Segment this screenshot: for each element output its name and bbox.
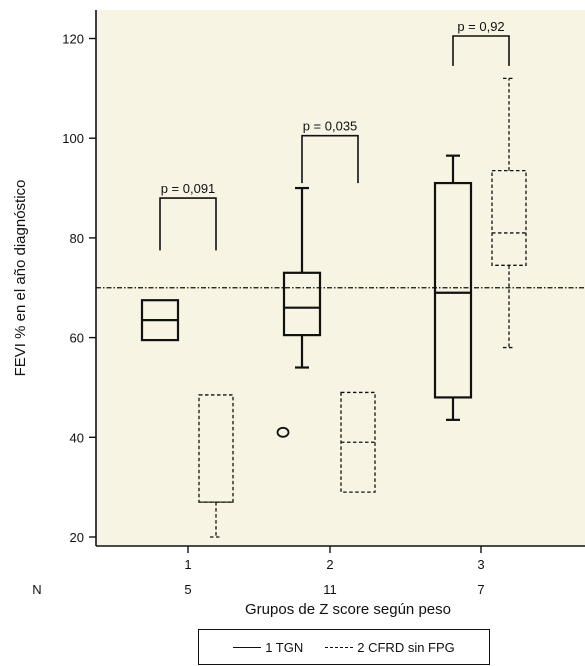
x-tick-label-1: 1	[184, 557, 191, 572]
axes-group: 20 40 60 80 100 120	[62, 10, 585, 553]
legend-swatch-dashed	[325, 646, 354, 648]
series-2-cat-1-box	[198, 394, 234, 503]
y-tick-label-100: 100	[62, 131, 84, 146]
boxes-group	[140, 77, 527, 538]
pvalue-bracket-2-label: p = 0,035	[303, 119, 358, 134]
y-axis-title: FEVI % en el año diagnóstico	[12, 180, 29, 377]
pvalue-bracket-1-label: p = 0,091	[161, 181, 216, 196]
pvalue-bracket-3	[452, 35, 510, 66]
legend-item-tgn: 1 TGN	[233, 640, 303, 655]
series-1-cat-3-box	[433, 181, 473, 399]
legend-swatch-solid	[233, 646, 262, 648]
series-1-cat-2-box	[282, 271, 322, 337]
x-labels-group: 1 5 2 11 3 7 N	[32, 557, 484, 597]
legend: 1 TGN 2 CFRD sin FPG	[198, 629, 490, 665]
legend-item-cfrd: 2 CFRD sin FPG	[325, 640, 455, 655]
pvalue-bracket-3-label: p = 0,92	[457, 19, 504, 34]
legend-label-tgn: 1 TGN	[265, 639, 304, 655]
n-value-1: 5	[184, 582, 191, 597]
legend-label-cfrd: 2 CFRD sin FPG	[357, 639, 455, 655]
y-tick-label-120: 120	[62, 32, 84, 47]
plot-area	[96, 10, 585, 546]
x-tick-label-3: 3	[477, 557, 484, 572]
n-row-label: N	[32, 582, 41, 597]
pvalue-bracket-2	[301, 134, 359, 184]
n-value-2: 11	[323, 582, 337, 597]
n-value-3: 7	[477, 582, 484, 597]
annotations-group: p = 0,091 p = 0,035 p = 0,92	[159, 19, 510, 251]
x-tick-label-2: 2	[326, 557, 333, 572]
y-tick-label-40: 40	[70, 430, 84, 445]
pvalue-bracket-1	[159, 197, 217, 251]
y-tick-label-20: 20	[70, 530, 84, 545]
y-tick-label-60: 60	[70, 331, 84, 346]
series-2-cat-3-box	[491, 169, 527, 266]
series-1-cat-2-outlier-0	[276, 426, 290, 438]
x-axis-title: Grupos de Z score según peso	[245, 601, 451, 618]
y-tick-label-80: 80	[70, 231, 84, 246]
